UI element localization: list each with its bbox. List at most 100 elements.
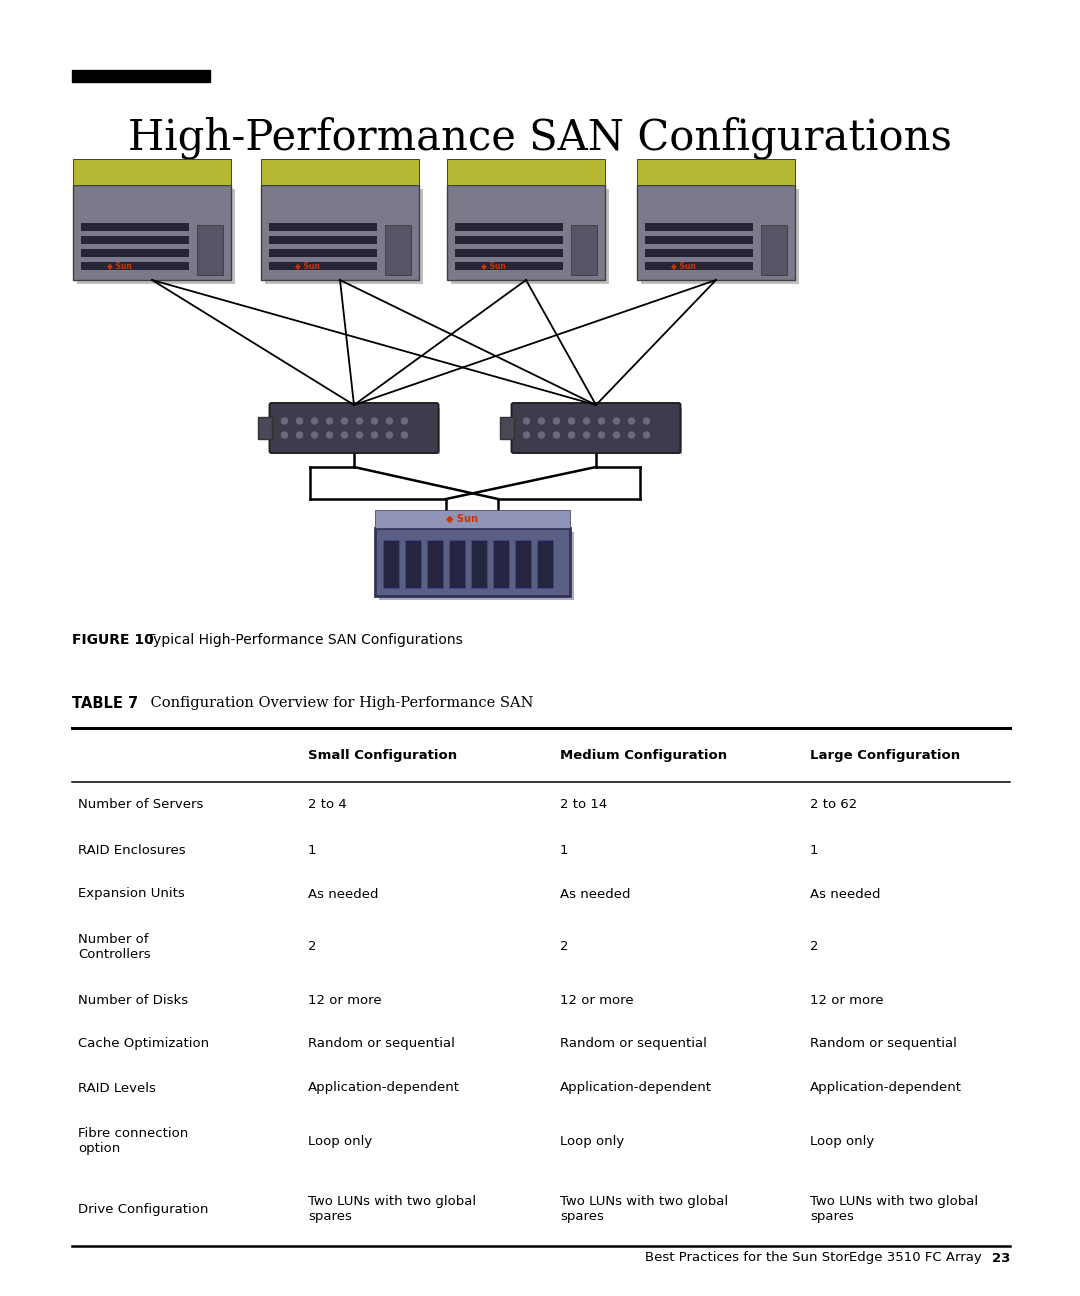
Bar xyxy=(571,226,597,275)
Text: 23: 23 xyxy=(991,1252,1010,1265)
Text: 2 to 4: 2 to 4 xyxy=(308,798,347,811)
Text: Random or sequential: Random or sequential xyxy=(561,1038,707,1051)
Bar xyxy=(81,223,189,231)
Text: RAID Enclosures: RAID Enclosures xyxy=(78,844,186,857)
Text: Loop only: Loop only xyxy=(561,1134,624,1147)
Text: Large Configuration: Large Configuration xyxy=(810,749,960,762)
Bar xyxy=(257,417,271,439)
Text: Cache Optimization: Cache Optimization xyxy=(78,1038,210,1051)
Text: spares: spares xyxy=(561,1210,604,1223)
Circle shape xyxy=(583,432,590,438)
Circle shape xyxy=(297,432,302,438)
Circle shape xyxy=(524,419,529,424)
Bar xyxy=(72,70,210,82)
Circle shape xyxy=(598,432,605,438)
Text: Best Practices for the Sun StorEdge 3510 FC Array: Best Practices for the Sun StorEdge 3510… xyxy=(645,1252,982,1265)
Bar xyxy=(516,408,681,454)
Text: Application-dependent: Application-dependent xyxy=(810,1081,962,1095)
Bar xyxy=(645,249,753,257)
Text: spares: spares xyxy=(308,1210,352,1223)
Bar xyxy=(77,189,235,284)
Text: Controllers: Controllers xyxy=(78,947,150,962)
Bar xyxy=(81,249,189,257)
Text: 2: 2 xyxy=(308,941,316,954)
Text: High-Performance SAN Configurations: High-Performance SAN Configurations xyxy=(129,117,951,159)
Text: TABLE 7: TABLE 7 xyxy=(72,696,138,710)
Circle shape xyxy=(297,419,302,424)
Bar xyxy=(427,540,443,588)
Bar xyxy=(261,185,419,280)
Text: 2: 2 xyxy=(561,941,568,954)
Bar xyxy=(269,236,377,244)
Circle shape xyxy=(539,419,544,424)
Text: Number of Servers: Number of Servers xyxy=(78,798,203,811)
Text: Application-dependent: Application-dependent xyxy=(308,1081,460,1095)
Text: 12 or more: 12 or more xyxy=(561,994,634,1007)
Text: Two LUNs with two global: Two LUNs with two global xyxy=(810,1195,978,1208)
Bar xyxy=(81,236,189,244)
Bar xyxy=(471,540,486,588)
Text: 1: 1 xyxy=(308,844,316,857)
Circle shape xyxy=(311,419,318,424)
Bar xyxy=(455,262,563,270)
Bar xyxy=(447,185,605,280)
Circle shape xyxy=(282,432,287,438)
Bar xyxy=(269,262,377,270)
Bar xyxy=(645,223,753,231)
Bar xyxy=(645,262,753,270)
Circle shape xyxy=(568,432,575,438)
Circle shape xyxy=(524,432,529,438)
Text: Number of Disks: Number of Disks xyxy=(78,994,188,1007)
Bar xyxy=(375,511,569,527)
Text: FIGURE 10: FIGURE 10 xyxy=(72,632,153,647)
Circle shape xyxy=(568,419,575,424)
Bar xyxy=(645,236,753,244)
Bar xyxy=(274,408,440,454)
Text: 1: 1 xyxy=(561,844,568,857)
Circle shape xyxy=(372,419,378,424)
Text: As needed: As needed xyxy=(308,888,378,901)
Text: 2 to 14: 2 to 14 xyxy=(561,798,607,811)
Circle shape xyxy=(387,432,392,438)
Text: ◆ Sun: ◆ Sun xyxy=(671,262,696,271)
Text: 1: 1 xyxy=(810,844,819,857)
Bar xyxy=(269,223,377,231)
Circle shape xyxy=(387,419,392,424)
Circle shape xyxy=(613,432,620,438)
Bar xyxy=(492,540,509,588)
Bar xyxy=(451,189,609,284)
Circle shape xyxy=(372,432,378,438)
Circle shape xyxy=(629,419,635,424)
Bar xyxy=(455,236,563,244)
Circle shape xyxy=(341,419,348,424)
Bar xyxy=(637,159,795,185)
Bar xyxy=(73,185,231,280)
Bar xyxy=(455,249,563,257)
Circle shape xyxy=(598,419,605,424)
Text: Loop only: Loop only xyxy=(308,1134,373,1147)
Circle shape xyxy=(583,419,590,424)
Bar xyxy=(637,185,795,280)
Circle shape xyxy=(613,419,620,424)
Circle shape xyxy=(402,432,407,438)
Text: ◆ Sun: ◆ Sun xyxy=(295,262,320,271)
Text: Loop only: Loop only xyxy=(810,1134,874,1147)
Text: option: option xyxy=(78,1142,120,1155)
Bar xyxy=(514,540,530,588)
Text: Expansion Units: Expansion Units xyxy=(78,888,185,901)
FancyBboxPatch shape xyxy=(512,403,680,454)
Circle shape xyxy=(402,419,407,424)
Text: Medium Configuration: Medium Configuration xyxy=(561,749,727,762)
Bar xyxy=(448,540,464,588)
Text: Two LUNs with two global: Two LUNs with two global xyxy=(308,1195,476,1208)
Text: Random or sequential: Random or sequential xyxy=(810,1038,957,1051)
Circle shape xyxy=(356,419,363,424)
Bar xyxy=(197,226,222,275)
Bar xyxy=(73,159,231,185)
Circle shape xyxy=(356,432,363,438)
Bar xyxy=(375,527,569,596)
Bar xyxy=(265,189,423,284)
Text: RAID Levels: RAID Levels xyxy=(78,1081,156,1095)
Text: 12 or more: 12 or more xyxy=(810,994,883,1007)
Text: Configuration Overview for High-Performance SAN: Configuration Overview for High-Performa… xyxy=(132,696,534,710)
